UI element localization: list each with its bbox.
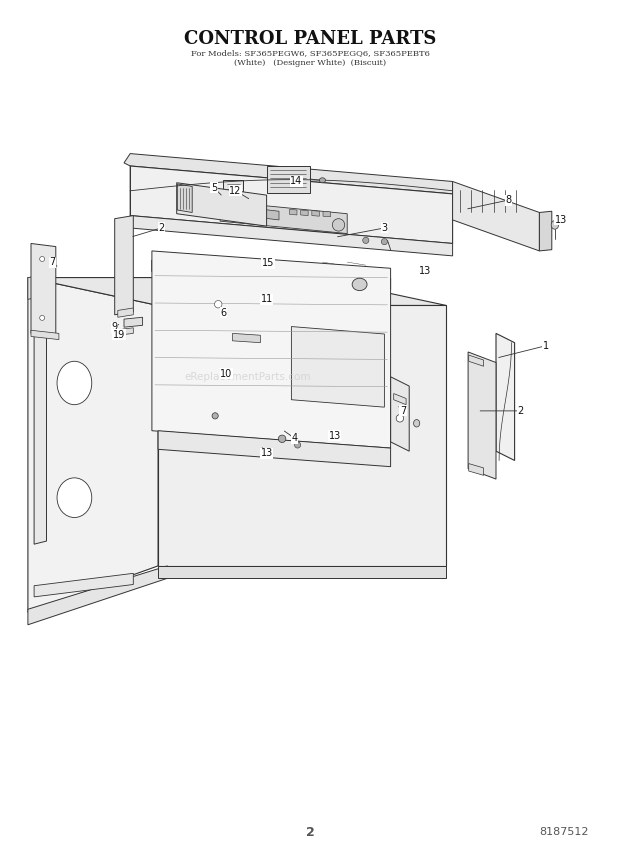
Polygon shape: [130, 216, 453, 256]
Text: 4: 4: [291, 433, 298, 443]
Text: CONTROL PANEL PARTS: CONTROL PANEL PARTS: [184, 29, 436, 48]
Ellipse shape: [278, 435, 286, 443]
Polygon shape: [28, 277, 158, 612]
Polygon shape: [28, 566, 167, 625]
Polygon shape: [115, 216, 133, 315]
Text: 1: 1: [542, 341, 549, 351]
Polygon shape: [323, 211, 330, 217]
Polygon shape: [539, 211, 552, 251]
Polygon shape: [177, 184, 192, 212]
Polygon shape: [130, 166, 453, 243]
Text: 11: 11: [260, 294, 273, 304]
Polygon shape: [123, 328, 133, 335]
Ellipse shape: [363, 237, 369, 243]
Polygon shape: [290, 210, 297, 215]
Text: 8187512: 8187512: [539, 827, 589, 837]
Polygon shape: [28, 277, 446, 306]
Text: 2: 2: [158, 223, 164, 233]
Ellipse shape: [319, 178, 326, 182]
Text: 13: 13: [329, 431, 341, 441]
Text: 12: 12: [229, 186, 242, 196]
Text: eReplacementParts.com: eReplacementParts.com: [185, 372, 311, 382]
Text: 10: 10: [220, 369, 232, 378]
Ellipse shape: [57, 478, 92, 518]
Polygon shape: [391, 377, 409, 451]
Polygon shape: [469, 464, 484, 475]
Polygon shape: [34, 284, 46, 544]
Polygon shape: [152, 260, 391, 289]
Polygon shape: [453, 181, 539, 251]
Polygon shape: [124, 318, 143, 327]
Ellipse shape: [414, 419, 420, 427]
Polygon shape: [496, 333, 515, 461]
Text: 13: 13: [260, 448, 273, 458]
Polygon shape: [469, 355, 484, 366]
Text: 7: 7: [50, 257, 56, 267]
Polygon shape: [180, 281, 205, 298]
Polygon shape: [124, 153, 453, 193]
Ellipse shape: [551, 221, 559, 229]
Polygon shape: [118, 308, 133, 318]
Ellipse shape: [57, 361, 92, 405]
Polygon shape: [301, 210, 308, 216]
Polygon shape: [158, 566, 446, 579]
Ellipse shape: [40, 315, 45, 320]
Text: 7: 7: [400, 406, 406, 416]
Text: 6: 6: [220, 308, 226, 318]
Polygon shape: [226, 205, 279, 220]
Text: 19: 19: [113, 330, 125, 340]
Polygon shape: [152, 251, 391, 448]
Ellipse shape: [332, 218, 345, 231]
Polygon shape: [177, 182, 267, 226]
Polygon shape: [152, 257, 167, 271]
Polygon shape: [31, 243, 56, 336]
Polygon shape: [267, 166, 310, 193]
Polygon shape: [34, 574, 133, 597]
Text: 8: 8: [505, 195, 511, 205]
Ellipse shape: [40, 257, 45, 261]
Text: (White)   (Designer White)  (Biscuit): (White) (Designer White) (Biscuit): [234, 59, 386, 68]
Text: 13: 13: [555, 215, 567, 225]
Text: 15: 15: [262, 259, 274, 268]
Polygon shape: [468, 352, 496, 479]
Text: 2: 2: [518, 406, 524, 416]
Ellipse shape: [212, 413, 218, 419]
Polygon shape: [232, 333, 260, 342]
Text: 2: 2: [306, 825, 314, 839]
Text: 14: 14: [290, 176, 303, 187]
Polygon shape: [394, 394, 406, 405]
Ellipse shape: [294, 442, 301, 448]
Text: 5: 5: [211, 182, 217, 193]
Polygon shape: [158, 431, 391, 467]
Polygon shape: [28, 276, 39, 300]
Ellipse shape: [352, 278, 367, 290]
Polygon shape: [291, 326, 384, 407]
Text: For Models: SF365PEGW6, SF365PEGQ6, SF365PEBT6: For Models: SF365PEGW6, SF365PEGQ6, SF36…: [190, 49, 430, 57]
Polygon shape: [312, 211, 319, 217]
Text: 13: 13: [418, 265, 431, 276]
Text: 3: 3: [381, 223, 388, 233]
Text: 9: 9: [112, 322, 118, 332]
Ellipse shape: [215, 300, 222, 308]
Polygon shape: [223, 181, 243, 200]
Polygon shape: [220, 201, 347, 234]
Polygon shape: [158, 306, 446, 566]
Polygon shape: [31, 330, 59, 340]
Ellipse shape: [381, 239, 388, 245]
Ellipse shape: [396, 414, 404, 422]
